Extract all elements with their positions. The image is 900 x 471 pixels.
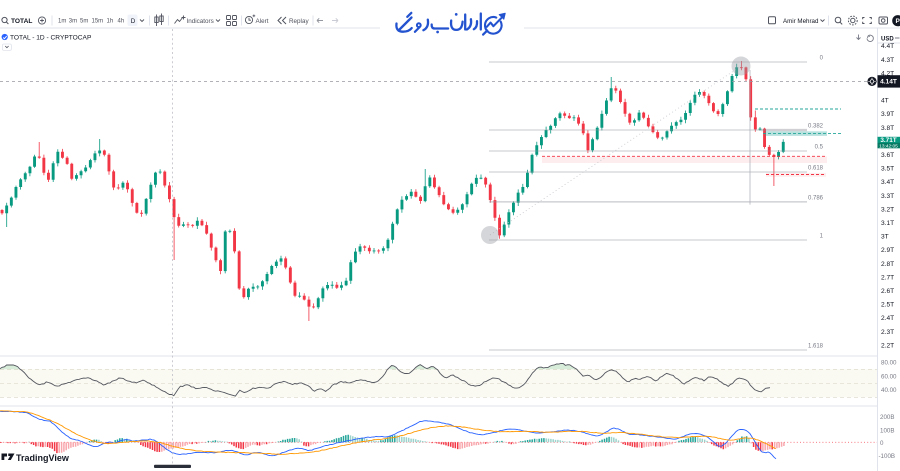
svg-text:0: 0 [880, 440, 884, 447]
svg-text:3.8T: 3.8T [881, 125, 894, 132]
svg-text:2.4T: 2.4T [881, 315, 894, 322]
svg-text:3.3T: 3.3T [881, 193, 894, 200]
svg-text:1h: 1h [107, 19, 114, 25]
svg-text:3.2T: 3.2T [881, 206, 894, 213]
svg-text:Replay: Replay [289, 18, 309, 25]
svg-text:1m: 1m [58, 19, 66, 25]
svg-text:2.7T: 2.7T [881, 274, 894, 281]
svg-text:200B: 200B [880, 414, 894, 421]
svg-text:15m: 15m [92, 19, 104, 25]
svg-text:Indicators: Indicators [187, 18, 214, 25]
svg-text:3.5T: 3.5T [881, 166, 894, 173]
svg-text:1: 1 [820, 234, 824, 240]
svg-text:3.71T: 3.71T [880, 137, 896, 144]
svg-text:100B: 100B [880, 427, 894, 434]
svg-text:2.6T: 2.6T [881, 288, 894, 295]
svg-text:2.3T: 2.3T [881, 329, 894, 336]
svg-text:2.5T: 2.5T [881, 302, 894, 309]
svg-text:2.2T: 2.2T [881, 342, 894, 349]
svg-text:0.382: 0.382 [808, 124, 824, 130]
svg-text:3m: 3m [69, 19, 77, 25]
svg-text:0.618: 0.618 [808, 166, 824, 172]
svg-text:80.00: 80.00 [881, 360, 897, 367]
svg-text:60.00: 60.00 [881, 373, 897, 380]
svg-text:USD: USD [881, 36, 894, 42]
svg-text:4.14T: 4.14T [880, 79, 897, 86]
svg-text:0.786: 0.786 [808, 195, 824, 201]
svg-text:5m: 5m [80, 19, 88, 25]
svg-text:Alert: Alert [256, 18, 269, 25]
svg-text:4.2T: 4.2T [881, 70, 894, 77]
svg-text:Amir Mehrad: Amir Mehrad [783, 18, 819, 25]
svg-text:3.1T: 3.1T [881, 220, 894, 227]
svg-text:1.618: 1.618 [808, 344, 824, 350]
svg-text:2.8T: 2.8T [881, 261, 894, 268]
svg-text:13:42:05: 13:42:05 [879, 144, 898, 150]
svg-text:2.9T: 2.9T [881, 247, 894, 254]
svg-text:3.6T: 3.6T [881, 152, 894, 159]
svg-text:-100B: -100B [879, 453, 896, 460]
svg-text:0: 0 [820, 56, 824, 62]
svg-text:4h: 4h [118, 19, 125, 25]
svg-text:TOTAL: TOTAL [11, 18, 32, 25]
svg-text:4T: 4T [881, 98, 889, 105]
svg-text:3.9T: 3.9T [881, 111, 894, 118]
svg-text:4.4T: 4.4T [881, 43, 894, 50]
svg-text:TOTAL - 1D - CRYPTOCAP: TOTAL - 1D - CRYPTOCAP [10, 35, 92, 42]
svg-text:4.3T: 4.3T [881, 57, 894, 64]
svg-text:D: D [131, 18, 136, 25]
svg-text:3.4T: 3.4T [881, 179, 894, 186]
svg-text:3T: 3T [881, 234, 889, 241]
svg-text:P: P [896, 18, 900, 25]
svg-text:40.00: 40.00 [881, 387, 897, 394]
svg-text:0.5: 0.5 [815, 145, 824, 151]
svg-text:TradingView: TradingView [16, 453, 70, 463]
